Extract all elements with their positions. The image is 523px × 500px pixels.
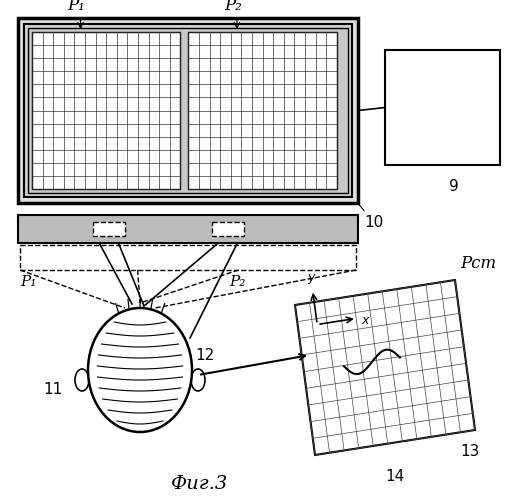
Bar [212,222,244,236]
Ellipse shape [191,369,205,391]
Bar [18,18,358,203]
Bar [20,245,356,270]
Bar [18,215,358,243]
Text: Pст: Pст [460,255,496,272]
Bar [28,28,348,193]
Bar [385,50,500,165]
Bar [24,24,352,197]
Ellipse shape [75,369,89,391]
Bar [93,222,125,236]
Text: P₁: P₁ [20,275,37,289]
Text: 13: 13 [460,444,480,459]
Text: x: x [362,314,369,327]
Ellipse shape [88,308,192,432]
Text: 12: 12 [195,348,214,363]
Text: 11: 11 [44,382,63,398]
Bar [32,32,180,189]
Text: P₂: P₂ [224,0,242,14]
Text: 9: 9 [449,179,459,194]
Text: P₁: P₁ [67,0,85,14]
Text: y: y [307,271,314,284]
Bar [188,32,337,189]
Polygon shape [295,280,475,455]
Text: 10: 10 [364,215,383,230]
Text: 14: 14 [385,469,405,484]
Text: P₂: P₂ [229,275,245,289]
Text: Фиг.3: Фиг.3 [172,475,229,493]
